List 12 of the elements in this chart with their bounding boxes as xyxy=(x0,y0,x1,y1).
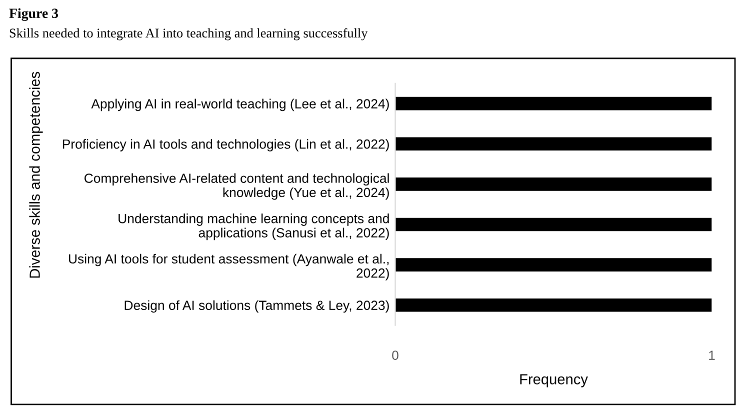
y-tick-label: Applying AI in real-world teaching (Lee et al., 2024) xyxy=(91,98,389,112)
x-axis-title: Frequency xyxy=(520,374,588,388)
text: Figure 3 xyxy=(9,8,58,21)
y-tick-label: Comprehensive AI-related content and technological knowledge (Yue et al., 2024) xyxy=(84,173,389,200)
y-tick-label: Understanding machine learning concepts and applications (Sanusi et al., 2022) xyxy=(118,214,389,240)
x-tick-label: 0 xyxy=(392,350,398,360)
text: Skills needed to integrate AI into teaching and learning successfully xyxy=(10,28,368,40)
y-tick-label: Using AI tools for student assessment (Ayanwale et al., 2022) xyxy=(69,254,389,280)
y-tick-label: Design of AI solutions (Tammets & Ley, 2023) xyxy=(124,300,389,313)
y-axis-title: Diverse skills and competencies xyxy=(29,72,43,278)
x-tick-label: 1 xyxy=(709,350,715,360)
y-tick-label: Proficiency in AI tools and technologies (Lin et al., 2022) xyxy=(62,139,389,152)
